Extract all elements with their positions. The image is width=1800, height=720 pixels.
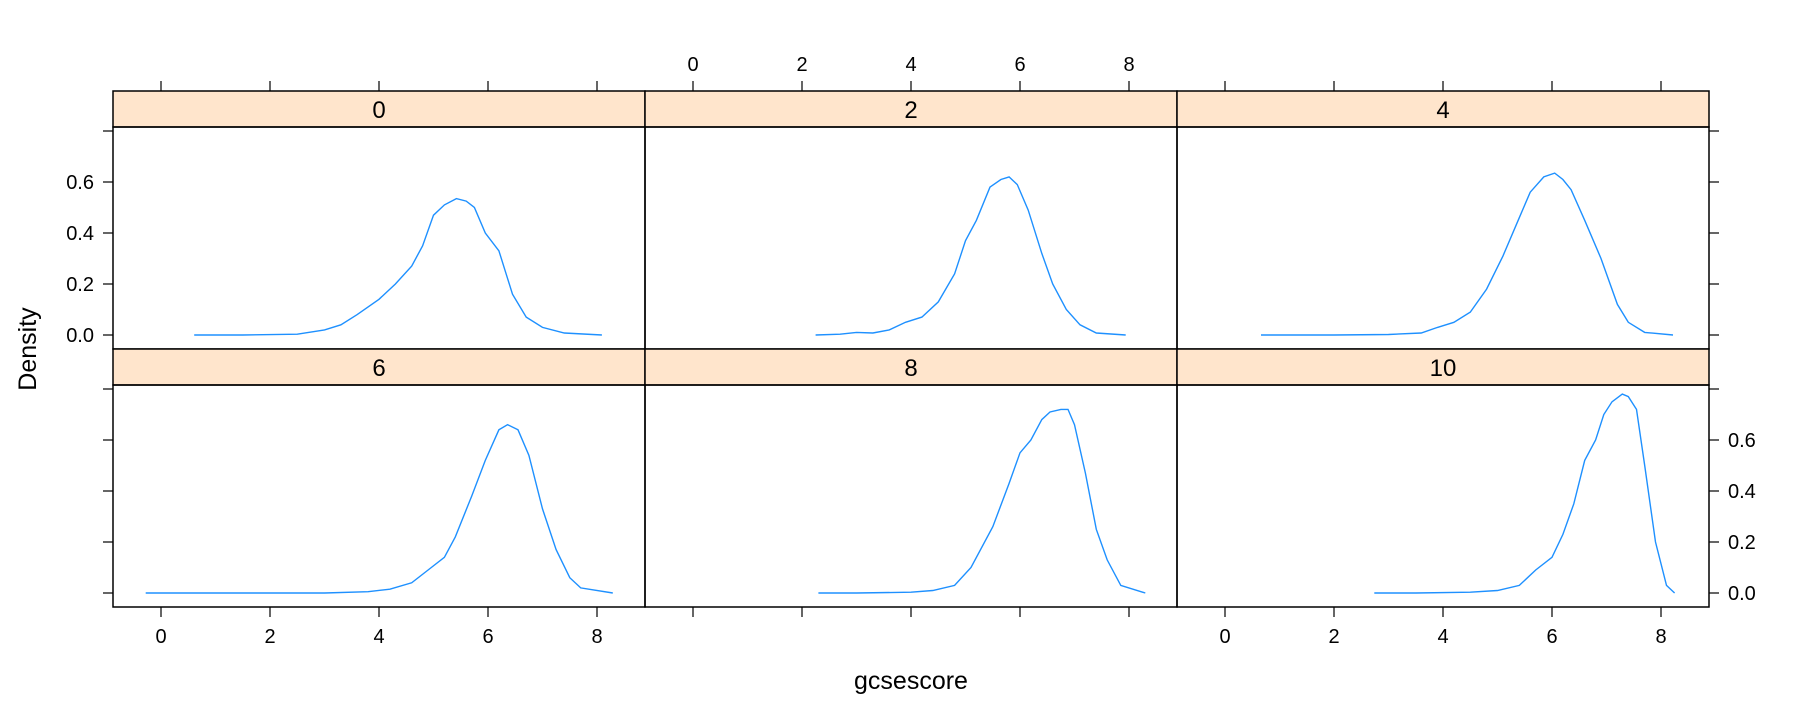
strip-label: 6 xyxy=(372,355,385,382)
strip-0 xyxy=(112,90,646,128)
panel-frame xyxy=(112,384,646,608)
y-tick-label-right: 0.0 xyxy=(1728,583,1756,605)
density-curve-0 xyxy=(194,197,602,336)
x-tick-label-bottom: 0 xyxy=(1219,626,1230,648)
y-tick-label-left: 0.4 xyxy=(66,223,94,245)
strip-label: 2 xyxy=(904,97,917,124)
density-curve-10 xyxy=(1374,393,1676,594)
x-tick-label-bottom: 6 xyxy=(1546,626,1557,648)
x-tick-label-top: 6 xyxy=(1014,54,1025,76)
x-tick-label-top: 0 xyxy=(687,54,698,76)
panel-frame xyxy=(1176,126,1710,350)
y-tick-label-right: 0.6 xyxy=(1728,430,1756,452)
density-curve-4 xyxy=(1261,172,1674,336)
x-axis-title: gcsescore xyxy=(854,667,968,695)
y-tick-label-left: 0.0 xyxy=(66,325,94,347)
x-tick-label-top: 4 xyxy=(905,54,916,76)
x-tick-label-bottom: 8 xyxy=(1655,626,1666,648)
strip-label: 10 xyxy=(1430,355,1457,382)
x-tick-label-top: 8 xyxy=(1123,54,1134,76)
strip-label: 4 xyxy=(1436,97,1449,124)
panel-frame xyxy=(112,126,646,350)
x-tick-label-bottom: 4 xyxy=(1437,626,1448,648)
strip-label: 0 xyxy=(372,97,385,124)
strip-label: 8 xyxy=(904,355,917,382)
panel-0: 0 xyxy=(112,90,646,350)
density-curve-8 xyxy=(818,408,1146,594)
axes: 0 2 4 6 8 0 2 4 6 8 0 2 4 6 8 0.0 0.2 0.4 0.6 0.0 0.2 0.4 0.6 xyxy=(66,54,1756,648)
x-tick-label-bottom: 2 xyxy=(1328,626,1339,648)
panel-grid: 0 2 4 6 8 10 xyxy=(112,90,1710,608)
y-tick-label-right: 0.4 xyxy=(1728,481,1756,503)
y-axis-title: Density xyxy=(14,307,42,391)
strip-10 xyxy=(1176,348,1710,386)
x-tick-label-bottom: 0 xyxy=(155,626,166,648)
y-tick-label-right: 0.2 xyxy=(1728,532,1756,554)
density-curve-2 xyxy=(815,176,1126,336)
x-tick-label-top: 2 xyxy=(796,54,807,76)
density-curve-6 xyxy=(145,423,613,594)
x-tick-label-bottom: 8 xyxy=(591,626,602,648)
panel-frame xyxy=(1176,384,1710,608)
x-tick-label-bottom: 6 xyxy=(482,626,493,648)
y-tick-label-left: 0.2 xyxy=(66,274,94,296)
panel-frame xyxy=(644,126,1178,350)
panel-2: 2 xyxy=(644,90,1178,350)
panel-10: 10 xyxy=(1176,348,1710,608)
x-tick-label-bottom: 4 xyxy=(373,626,384,648)
y-tick-label-left: 0.6 xyxy=(66,172,94,194)
panel-4: 4 xyxy=(1176,90,1710,350)
x-tick-label-bottom: 2 xyxy=(264,626,275,648)
panel-6: 6 xyxy=(112,348,646,608)
strip-2 xyxy=(644,90,1178,128)
panel-8: 8 xyxy=(644,348,1178,608)
panel-frame xyxy=(644,384,1178,608)
